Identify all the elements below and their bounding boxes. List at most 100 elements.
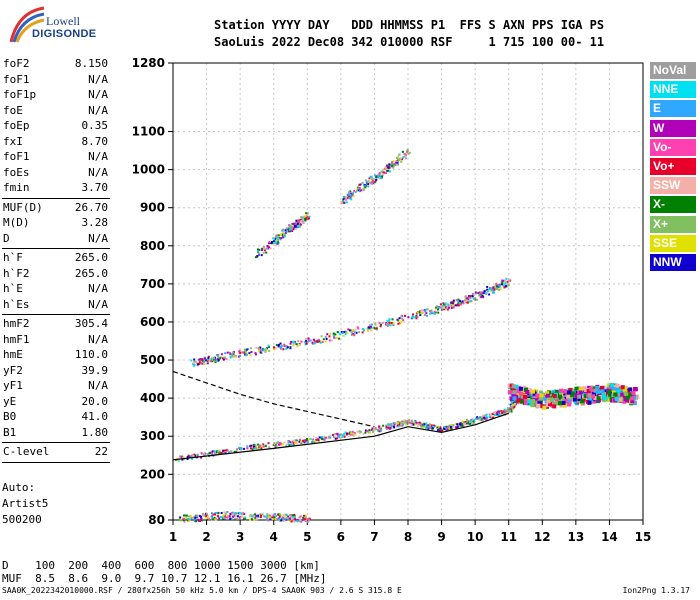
scatter-point	[302, 439, 305, 442]
scatter-point	[291, 230, 294, 233]
scatter-point	[253, 445, 256, 448]
scatter-point	[198, 358, 201, 361]
scatter-point	[220, 516, 223, 519]
scatter-point	[201, 517, 204, 520]
scatter-point	[305, 342, 308, 345]
scatter-point	[497, 410, 500, 413]
scatter-point	[345, 201, 348, 204]
scatter-point	[403, 419, 406, 422]
scatter-point	[354, 328, 357, 331]
param-row: h`E N/A	[2, 281, 110, 297]
scatter-point	[212, 358, 215, 361]
scatter-point	[488, 293, 491, 296]
scatter-point	[385, 169, 388, 172]
scatter-point	[455, 304, 458, 307]
scatter-point	[296, 518, 299, 521]
scatter-point	[260, 514, 263, 517]
scatter-point	[228, 351, 231, 354]
scatter-point	[452, 424, 455, 427]
scatter-point	[253, 515, 256, 518]
scatter-point	[265, 347, 268, 350]
scatter-point	[467, 422, 470, 425]
scatter-point	[419, 314, 422, 317]
legend-item: SSW	[650, 177, 696, 195]
scatter-point	[357, 189, 360, 192]
scatter-point	[488, 288, 491, 291]
scatter-point	[456, 304, 459, 307]
footer-info: SAA0K_2022342010000.RSF / 280fx256h 50 k…	[2, 586, 402, 595]
scatter-point	[415, 317, 418, 320]
scatter-point	[397, 163, 400, 166]
scatter-point	[317, 438, 320, 441]
param-row: fmin 3.70	[2, 180, 110, 196]
scatter-point	[388, 319, 391, 322]
scatter-point	[587, 400, 592, 405]
scatter-point	[476, 416, 479, 419]
x-tick-label: 6	[337, 530, 345, 544]
scatter-point	[510, 400, 513, 403]
scatter-point	[368, 431, 371, 434]
scatter-point	[294, 225, 297, 228]
scatter-point	[299, 515, 302, 518]
scatter-point	[385, 168, 388, 171]
scatter-point	[578, 390, 583, 395]
scatter-point	[246, 445, 249, 448]
scatter-point	[329, 332, 332, 335]
scatter-point	[478, 418, 481, 421]
scatter-point	[306, 216, 309, 219]
scatter-point	[390, 321, 393, 324]
scatter-point	[460, 301, 463, 304]
scatter-point	[447, 306, 450, 309]
scatter-point	[273, 442, 276, 445]
scatter-point	[249, 447, 252, 450]
scatter-point	[303, 514, 306, 517]
scatter-point	[249, 347, 252, 350]
scatter-point	[375, 178, 378, 181]
scatter-point	[447, 305, 450, 308]
scatter-point	[258, 252, 261, 255]
scatter-point	[356, 326, 359, 329]
scatter-point	[435, 305, 438, 308]
scatter-point	[321, 340, 324, 343]
scatter-point	[441, 306, 444, 309]
scatter-point	[226, 514, 229, 517]
scatter-point	[357, 187, 360, 190]
scatter-point	[239, 512, 242, 515]
scatter-point	[289, 441, 292, 444]
scatter-point	[504, 284, 507, 287]
scatter-point	[593, 388, 598, 393]
scatter-point	[366, 329, 369, 332]
scatter-point	[596, 398, 601, 403]
scatter-point	[375, 328, 378, 331]
scatter-point	[398, 424, 401, 427]
scatter-point	[511, 405, 514, 408]
scatter-point	[412, 423, 415, 426]
scatter-point	[398, 421, 401, 424]
scatter-point	[574, 390, 579, 395]
scatter-point	[390, 422, 393, 425]
scatter-point	[203, 454, 206, 457]
legend-item: NoVal	[650, 62, 696, 79]
scatter-point	[336, 437, 339, 440]
scatter-point	[258, 253, 261, 256]
scatter-point	[304, 215, 307, 218]
scatter-point	[399, 321, 402, 324]
scatter-point	[357, 327, 360, 330]
scatter-point	[446, 426, 449, 429]
param-name: foE	[3, 103, 23, 117]
scatter-point	[382, 424, 385, 427]
scatter-point	[350, 198, 353, 201]
scatter-point	[274, 241, 277, 244]
scatter-point	[513, 401, 516, 404]
scatter-point	[272, 514, 275, 517]
scatter-point	[348, 197, 351, 200]
scatter-point	[426, 314, 429, 317]
scatter-point	[280, 519, 283, 522]
param-name: hmF1	[3, 332, 30, 346]
param-row: MUF(D) 26.70	[2, 200, 110, 216]
scatter-point	[425, 423, 428, 426]
scatter-point	[387, 166, 390, 169]
scatter-point	[226, 511, 229, 514]
scatter-point	[422, 425, 425, 428]
scatter-point	[364, 429, 367, 432]
